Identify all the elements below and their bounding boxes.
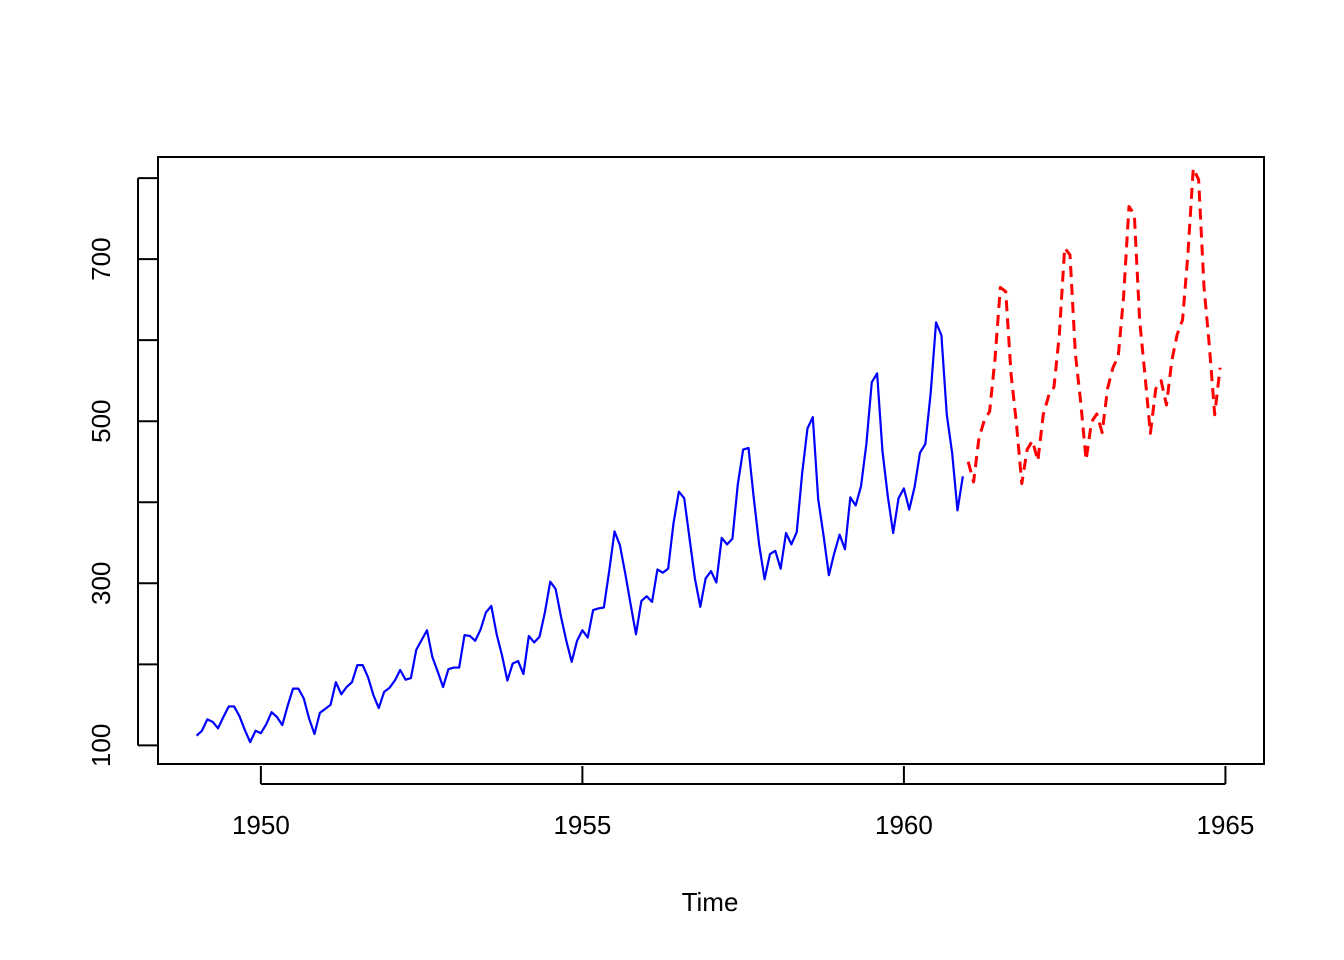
y-tick-label: 500: [86, 399, 116, 442]
y-tick-label: 300: [86, 562, 116, 605]
series-layer: [195, 166, 1222, 744]
y-axis: 100 300 500 700: [86, 177, 158, 767]
y-tick-label: 100: [86, 724, 116, 767]
x-tick-label: 1960: [875, 810, 933, 840]
x-axis-title: Time: [682, 887, 739, 917]
x-axis: 1950 1955 1960 1965: [232, 766, 1254, 840]
x-tick-label: 1955: [553, 810, 611, 840]
plot-box: [157, 156, 1265, 765]
series-line-solid: [195, 321, 964, 744]
y-tick-label: 700: [86, 237, 116, 280]
x-tick-label: 1965: [1196, 810, 1254, 840]
x-tick-label: 1950: [232, 810, 290, 840]
series-line-dashed: [966, 166, 1222, 486]
